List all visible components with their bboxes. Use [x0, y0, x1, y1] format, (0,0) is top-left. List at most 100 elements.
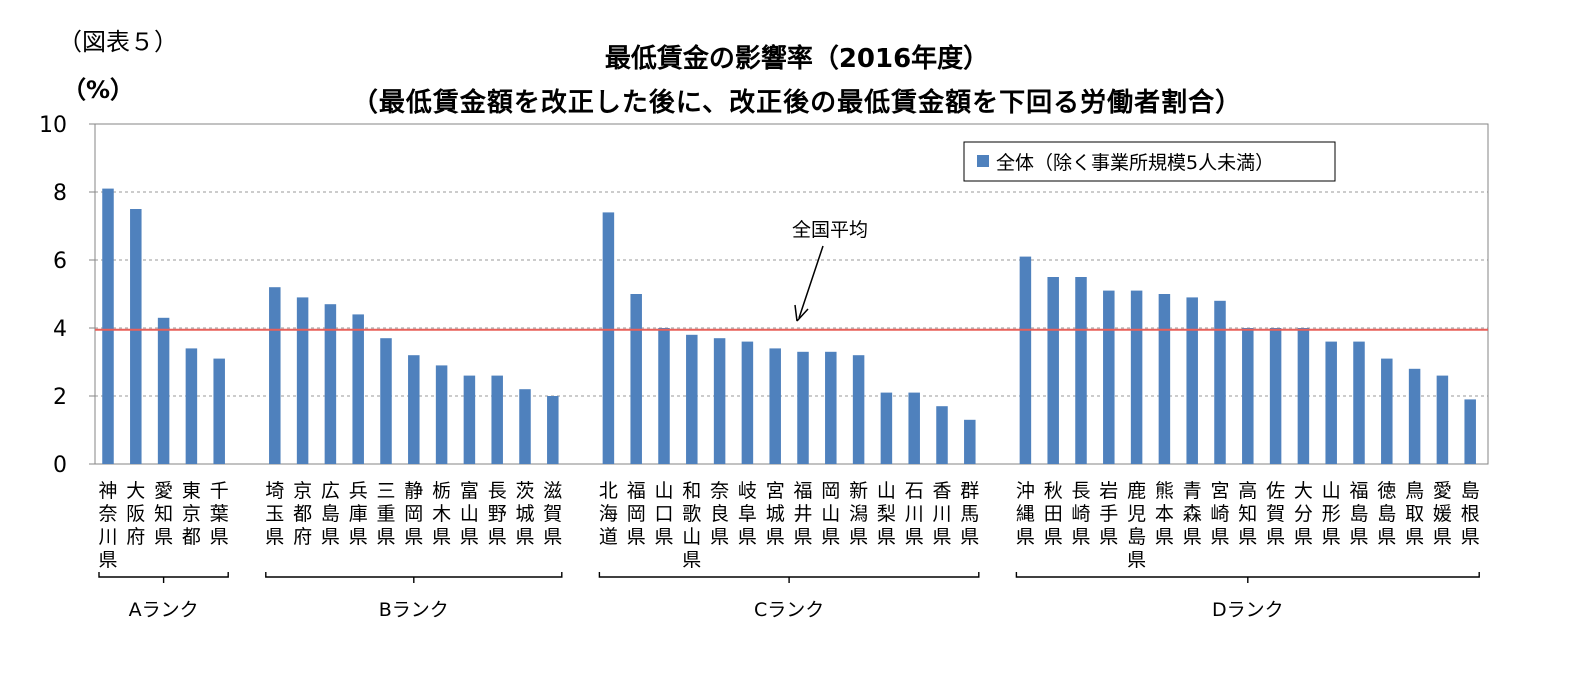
x-category-label: 山梨県 — [877, 480, 896, 548]
x-category-label: 石川県 — [905, 480, 924, 548]
bar — [658, 328, 670, 464]
x-category-label: 鹿児島県 — [1127, 480, 1146, 571]
x-category-label: 京都府 — [293, 480, 312, 548]
bar — [1381, 358, 1393, 464]
x-category-label: 福島県 — [1349, 480, 1368, 548]
x-category-label: 千葉県 — [210, 480, 229, 548]
bar — [1214, 300, 1226, 464]
x-category-label: 熊本県 — [1155, 480, 1174, 548]
x-category-label: 岐阜県 — [738, 480, 757, 548]
bars — [102, 188, 1476, 464]
y-tick-label: 10 — [39, 113, 67, 138]
bar — [713, 338, 726, 464]
x-category-label: 福岡県 — [627, 480, 646, 548]
figure-label: （図表５） — [58, 28, 178, 56]
rank-label: Bランク — [379, 599, 449, 621]
bar — [102, 188, 114, 464]
bar — [1130, 290, 1143, 464]
bar — [547, 396, 559, 464]
annotation: 全国平均 — [792, 219, 868, 322]
bar — [157, 317, 170, 464]
bar — [1158, 294, 1171, 464]
rank-label: Aランク — [129, 599, 199, 621]
x-category-label: 青森県 — [1183, 480, 1202, 548]
x-category-label: 徳島県 — [1377, 480, 1396, 548]
bar — [213, 358, 225, 464]
x-category-label: 北海道 — [599, 480, 618, 548]
bar — [408, 355, 420, 464]
x-category-label: 愛媛県 — [1433, 480, 1452, 548]
legend: 全体（除く事業所規模5人未満） — [963, 141, 1336, 182]
x-category-label: 大阪府 — [126, 480, 145, 548]
bar — [908, 392, 920, 464]
bar — [185, 348, 198, 464]
bar — [1297, 328, 1310, 464]
x-category-label: 群馬県 — [960, 480, 979, 548]
x-category-label: 山口県 — [654, 480, 673, 548]
annotation-arrow — [798, 245, 824, 319]
bar — [1325, 341, 1337, 464]
x-category-label: 奈良県 — [710, 480, 729, 548]
rank-label: Cランク — [754, 599, 824, 621]
legend-label: 全体（除く事業所規模5人未満） — [996, 152, 1274, 174]
bar — [602, 212, 615, 464]
rank-bracket — [1015, 572, 1480, 578]
bar — [1436, 375, 1449, 464]
bar — [296, 297, 309, 464]
bar — [1353, 341, 1365, 464]
y-tick-label: 0 — [53, 453, 67, 478]
y-tick-label: 6 — [53, 249, 67, 274]
y-tick-label: 4 — [53, 317, 67, 342]
x-category-label: 静岡県 — [404, 480, 423, 548]
bar — [130, 209, 142, 464]
legend-swatch — [977, 155, 989, 167]
bar — [686, 334, 698, 464]
x-category-label: 和歌山県 — [682, 480, 701, 571]
bar — [964, 419, 976, 464]
rank-bracket — [598, 572, 980, 578]
x-category-label: 山形県 — [1322, 480, 1341, 548]
x-category-label: 東京都 — [182, 480, 201, 548]
x-category-label: 広島県 — [321, 480, 340, 548]
x-category-label: 宮崎県 — [1210, 480, 1229, 548]
y-tick-label: 2 — [53, 385, 67, 410]
x-category-label: 大分県 — [1294, 480, 1313, 548]
bar — [769, 348, 781, 464]
arrow-head-icon — [794, 304, 809, 322]
x-category-label: 兵庫県 — [349, 480, 368, 548]
x-category-label: 長崎県 — [1071, 480, 1090, 548]
x-category-label: 岩手県 — [1099, 480, 1118, 548]
x-category-label: 佐賀県 — [1266, 480, 1285, 548]
bar — [519, 389, 531, 464]
rank-brackets: Aランク Bランク Cランク Dランク — [98, 572, 1480, 621]
bar — [1047, 277, 1059, 464]
bar — [630, 294, 642, 464]
x-category-label: 新潟県 — [849, 480, 868, 548]
x-category-label: 沖縄県 — [1016, 480, 1035, 548]
x-category-label: 高知県 — [1238, 480, 1257, 548]
gridlines — [95, 191, 1488, 397]
bar — [269, 287, 281, 464]
x-category-label: 岡山県 — [821, 480, 840, 548]
chart-title: 最低賃金の影響率（2016年度） — [604, 44, 990, 74]
bar — [936, 406, 948, 464]
bar — [352, 314, 364, 464]
bar — [463, 375, 476, 464]
chart-subtitle: （最低賃金額を改正した後に、改正後の最低賃金額を下回る労働者割合） — [351, 88, 1243, 118]
bar — [435, 365, 448, 464]
bar — [1019, 256, 1032, 464]
bar — [880, 392, 893, 464]
x-category-label: 埼玉県 — [265, 480, 284, 548]
bar — [1408, 368, 1421, 464]
reference-line-label: 全国平均 — [792, 219, 868, 241]
bar — [1242, 328, 1254, 464]
bar — [797, 351, 809, 464]
rank-bracket — [98, 572, 229, 578]
bar — [741, 341, 754, 464]
x-category-label: 鳥取県 — [1405, 480, 1424, 548]
x-category-label: 茨城県 — [515, 480, 534, 548]
x-category-label: 滋賀県 — [543, 480, 562, 548]
bar — [380, 338, 392, 464]
